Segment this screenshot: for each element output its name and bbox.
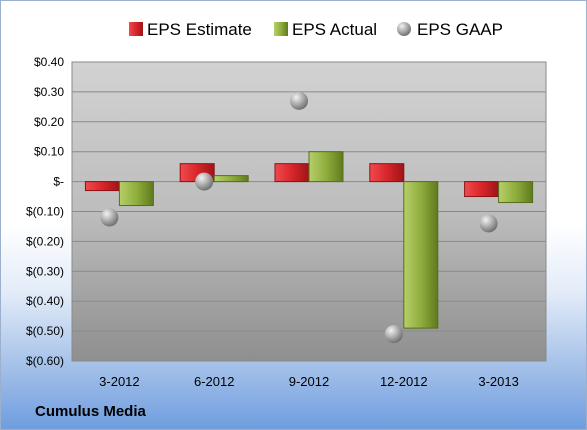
bar-eps-actual-3-2012 — [118, 181, 154, 207]
y-tick-label: $0.40 — [34, 55, 64, 69]
y-tick-label: $(0.60) — [26, 354, 64, 368]
marker-eps-gaap-9-2012 — [290, 91, 308, 110]
bar-eps-actual-9-2012 — [308, 151, 344, 183]
x-tick-label: 6-2012 — [194, 374, 234, 389]
bar-eps-estimate-3-2012 — [84, 181, 120, 192]
legend-item-eps-actual: EPS Actual — [274, 20, 377, 39]
company-name: Cumulus Media — [35, 403, 146, 420]
marker-eps-gaap-6-2012 — [195, 172, 214, 191]
y-tick-label: $(0.50) — [26, 324, 64, 338]
marker-eps-gaap-12-2012 — [384, 325, 403, 344]
x-tick-label: 9-2012 — [289, 374, 329, 389]
legend-item-eps-estimate: EPS Estimate — [129, 20, 252, 39]
bar-eps-estimate-9-2012 — [274, 163, 310, 183]
legend-label-estimate: EPS Estimate — [147, 20, 252, 39]
y-tick-label: $- — [53, 175, 64, 189]
y-axis: $0.40 $0.30 $0.20 $0.10 $- $(0.10) $(0.20) $(0.… — [26, 55, 64, 368]
marker-eps-gaap-3-2013 — [479, 214, 498, 233]
y-tick-label: $(0.20) — [26, 234, 64, 248]
legend-item-eps-gaap: EPS GAAP — [397, 20, 503, 39]
y-tick-label: $(0.30) — [26, 264, 64, 278]
y-tick-label: $(0.40) — [26, 294, 64, 308]
bar-eps-actual-6-2012 — [213, 175, 249, 183]
y-tick-label: $0.20 — [34, 115, 64, 129]
x-axis: 3-2012 6-2012 9-2012 12-2012 3-2013 — [99, 374, 519, 389]
bar-eps-actual-12-2012 — [403, 181, 439, 329]
y-tick-label: $(0.10) — [26, 205, 64, 219]
bar-eps-actual-3-2013 — [498, 181, 534, 204]
legend-swatch-gaap — [397, 22, 411, 36]
bar-eps-estimate-3-2013 — [464, 181, 500, 198]
gridlines — [72, 61, 546, 362]
x-tick-label: 12-2012 — [380, 374, 428, 389]
legend-label-gaap: EPS GAAP — [417, 20, 503, 39]
y-tick-label: $0.30 — [34, 85, 64, 99]
y-tick-label: $0.10 — [34, 145, 64, 159]
x-tick-label: 3-2013 — [478, 374, 518, 389]
legend: EPS Estimate EPS Actual EPS GAAP — [129, 20, 503, 39]
legend-label-actual: EPS Actual — [292, 20, 377, 39]
legend-swatch-actual — [274, 22, 288, 36]
bar-eps-estimate-12-2012 — [369, 163, 405, 183]
gaap-markers — [100, 91, 498, 344]
x-tick-label: 3-2012 — [99, 374, 139, 389]
marker-eps-gaap-3-2012 — [100, 208, 119, 227]
legend-swatch-estimate — [129, 22, 143, 36]
